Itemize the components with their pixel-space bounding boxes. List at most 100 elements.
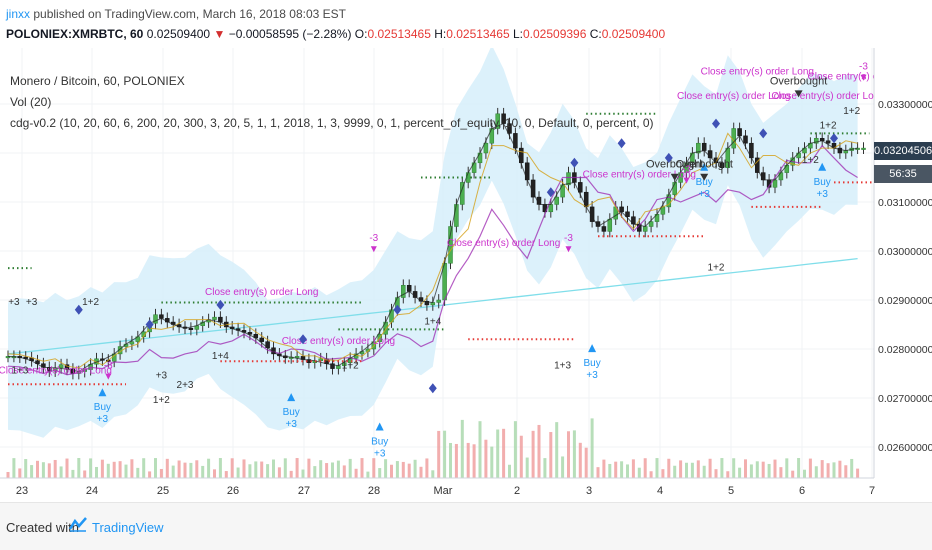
candle-body (495, 113, 500, 129)
candle-body (153, 314, 158, 324)
price-tick-label: 0.02600000 (878, 442, 932, 454)
volume-bar (484, 439, 488, 478)
buy-arrow-icon (818, 162, 827, 171)
volume-bar (466, 442, 470, 478)
volume-bar (142, 458, 146, 478)
volume-bar (655, 458, 659, 478)
volume-bar (12, 458, 16, 478)
open-value: 0.02513465 (367, 27, 431, 41)
time-tick-label: 5 (728, 485, 734, 497)
volume-bar (307, 458, 311, 478)
time-tick-label: 6 (799, 485, 805, 497)
overbought-marker-icon (700, 173, 709, 181)
volume-bar (118, 461, 122, 478)
slow-ma-line (7, 144, 858, 376)
volume-bar (348, 458, 352, 478)
volume-bar (130, 459, 134, 478)
last-price: 0.02509400 (146, 27, 211, 41)
chart-area[interactable]: Buy +3 Buy +3 Buy +3 Buy +3 Buy +3 Buy +3 Close entr… (0, 48, 932, 501)
volume-bar (637, 467, 641, 478)
position-label: +3 (26, 297, 38, 308)
volume-bar (708, 458, 712, 478)
volume-bar (83, 470, 87, 478)
volume-bar (95, 466, 98, 478)
time-tick-label: 23 (16, 485, 28, 497)
author-link[interactable]: jinxx (6, 7, 31, 21)
position-label: 1+2 (820, 121, 837, 132)
time-tick-label: 7 (869, 485, 875, 497)
candle-body (548, 204, 554, 213)
signal-diamond-icon (299, 334, 307, 345)
legend-strategy[interactable]: cdg-v0.2 (10, 20, 60, 6, 200, 20, 300, 3… (10, 116, 654, 130)
volume-bar (543, 458, 547, 478)
volume-bar (301, 469, 305, 478)
volume-bar (685, 462, 688, 478)
legend-volume[interactable]: Vol (20) (10, 95, 52, 109)
close-order-label: Close entry(s) order Long (0, 366, 112, 377)
candle-body (212, 316, 217, 320)
volume-bar (661, 469, 665, 478)
close-value: 0.02509400 (601, 27, 666, 41)
volume-bar (177, 460, 181, 478)
time-tick-label: 26 (227, 485, 239, 497)
volume-bar (643, 458, 647, 478)
candle-body (58, 364, 64, 369)
volume-bar (614, 461, 618, 478)
volume-bar (266, 464, 270, 478)
volume-bar (372, 458, 376, 478)
overbought-label: Overbought (646, 159, 703, 171)
exit-arrow-icon (565, 246, 572, 253)
volume-bar (413, 459, 417, 478)
volume-bar (814, 466, 818, 478)
legend-main-series[interactable]: Monero / Bitcoin, 60, POLONIEX (10, 74, 185, 88)
price-tick-label: 0.02800000 (878, 344, 932, 356)
buy-label: Buy (371, 437, 388, 448)
volume-bar (608, 463, 612, 478)
volume-bar (773, 459, 777, 478)
publish-line: jinxx published on TradingView.com, Marc… (6, 7, 346, 21)
position-label: +3 (156, 370, 168, 381)
volume-bar (702, 465, 706, 478)
volume-bar (59, 466, 63, 478)
volume-bar (283, 458, 287, 478)
candle-body (648, 221, 654, 227)
volume-bar (696, 460, 700, 478)
volume-bar (425, 458, 429, 478)
volume-bar (230, 458, 234, 478)
volume-bar (248, 464, 252, 478)
buy-arrow-icon (375, 422, 384, 431)
tradingview-logo-icon (68, 517, 87, 532)
position-label: 1+3 (11, 366, 28, 377)
volume-bar (454, 443, 458, 478)
buy-label: Buy (696, 177, 713, 188)
time-tick-label: Mar (434, 485, 453, 497)
candle-body (642, 226, 648, 232)
position-label: 2+3 (177, 380, 194, 391)
volume-bar (24, 459, 28, 478)
volume-bar (478, 421, 482, 478)
signal-diamond-icon (74, 304, 83, 315)
volume-bar (53, 459, 57, 478)
time-tick-label: 28 (368, 485, 380, 497)
buy-qty-label: +3 (374, 449, 386, 460)
volume-bar (65, 458, 69, 478)
volume-bar (189, 462, 193, 478)
volume-bar (319, 460, 323, 478)
position-label: 1+3 (554, 361, 571, 372)
volume-bar (726, 471, 730, 478)
signal-diamond-icon (712, 118, 720, 129)
volume-bar (561, 456, 565, 478)
candle-body (814, 138, 819, 144)
position-label: +3 (8, 297, 20, 308)
volume-bar (36, 460, 39, 478)
tradingview-brand-link[interactable]: TradingView (92, 520, 164, 535)
volume-bar (254, 461, 258, 478)
close-order-label: Close entry(s) order Long (583, 170, 696, 181)
signal-diamond-icon (759, 128, 768, 139)
time-tick-label: 27 (298, 485, 310, 497)
volume-bar (41, 462, 45, 478)
volume-bar (360, 458, 364, 478)
volume-bar (154, 458, 157, 478)
volume-bar (407, 463, 411, 478)
